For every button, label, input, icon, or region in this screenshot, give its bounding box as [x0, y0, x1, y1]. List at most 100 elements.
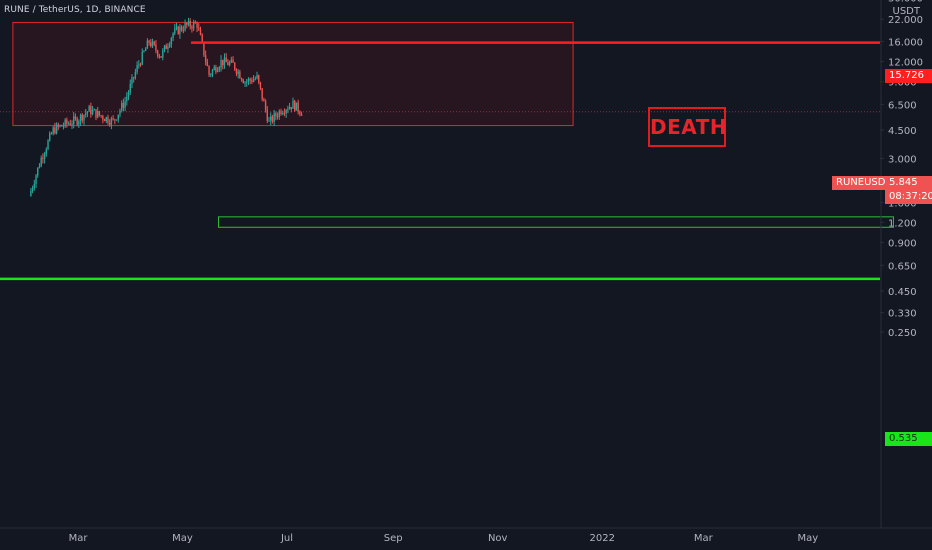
candle-body [69, 123, 71, 125]
candle-body [50, 133, 53, 135]
candle-body [150, 42, 152, 47]
candle-body [81, 114, 83, 121]
candle-body [196, 23, 198, 28]
candle-body [247, 78, 250, 82]
candle-body [37, 167, 39, 176]
candle-body [263, 99, 265, 102]
candle-body [297, 102, 299, 112]
candle-body [182, 30, 185, 32]
candle-body [163, 45, 166, 51]
candle-body [54, 127, 56, 134]
candle-body [287, 109, 289, 111]
candle-body [35, 175, 37, 185]
candle-body [276, 116, 279, 118]
candle-body [141, 51, 143, 65]
candle-body [299, 111, 301, 115]
candle-body [124, 101, 126, 108]
y-tick-label: 16.000 [888, 37, 923, 48]
y-tick-label: 0.450 [888, 287, 917, 298]
candle-body [198, 27, 200, 29]
candle-body [218, 67, 221, 71]
candle-body [108, 122, 111, 125]
zones [12, 21, 894, 228]
candle-body [33, 184, 36, 188]
candle-body [162, 50, 164, 58]
candle-body [184, 23, 186, 31]
candle-body [246, 81, 248, 83]
candle-body [98, 111, 101, 116]
candle-body [280, 110, 282, 114]
y-tick-label: 0.900 [888, 239, 917, 250]
candle-body [278, 110, 280, 117]
candle-body [43, 154, 46, 159]
candle-body [79, 114, 82, 122]
candle-body [131, 77, 133, 85]
candle-body [285, 110, 287, 114]
candle-body [115, 119, 118, 121]
candle-body [254, 78, 257, 80]
x-tick-label: Sep [384, 533, 403, 544]
candle-body [282, 113, 284, 115]
candle-body [100, 115, 102, 117]
resistance-price-tag: 15.726 [885, 69, 932, 83]
candle-body [120, 103, 123, 111]
candle-body [273, 113, 275, 122]
candle-body [235, 69, 238, 74]
candle-body [222, 59, 224, 66]
y-tick-label: 1.200 [888, 218, 917, 229]
countdown-tag: 08:37:20 [885, 190, 932, 204]
candle-body [91, 110, 94, 115]
candle-body [175, 26, 178, 29]
candle-body [216, 70, 219, 72]
candle-body [40, 157, 42, 167]
candle-body [114, 119, 116, 121]
death-label: DEATH [648, 107, 727, 147]
candle-body [83, 114, 85, 121]
candle-body [179, 26, 181, 35]
candle-body [153, 41, 155, 45]
candle-body [292, 100, 294, 109]
candle-body [138, 64, 140, 66]
candle-body [232, 59, 234, 63]
candles [30, 17, 303, 197]
candle-body [158, 55, 161, 57]
candle-body [256, 75, 258, 79]
candle-body [47, 140, 49, 150]
candle-body [55, 124, 58, 134]
candle-body [129, 84, 131, 93]
support-price-tag: 0.535 [885, 432, 932, 446]
candle-body [64, 119, 66, 126]
x-tick-label: Mar [694, 533, 714, 544]
candle-body [38, 166, 41, 168]
candle-body [45, 149, 48, 155]
x-tick-label: May [797, 533, 818, 544]
candle-body [295, 102, 298, 111]
candle-body [189, 20, 191, 27]
candle-body [132, 77, 135, 79]
candle-body [62, 125, 65, 127]
y-tick-label: 6.500 [888, 100, 917, 111]
candle-body [144, 48, 147, 51]
candle-body [155, 44, 157, 51]
candle-body [213, 67, 215, 70]
candle-body [227, 62, 229, 66]
candle-body [103, 119, 106, 122]
candle-body [59, 125, 61, 127]
candle-body [78, 121, 80, 125]
candle-body [86, 111, 89, 114]
candle-body [283, 113, 286, 115]
symbol-tag[interactable]: RUNEUSDT [832, 176, 896, 190]
y-tick-label: 0.330 [888, 309, 917, 320]
candle-body [170, 37, 173, 45]
y-tick-label: 0.250 [888, 328, 917, 339]
candle-body [194, 22, 197, 24]
candle-body [208, 65, 210, 75]
candle-body [117, 114, 119, 120]
candle-body [112, 118, 114, 120]
candle-body [223, 57, 226, 66]
candle-body [67, 123, 70, 125]
candle-body [187, 20, 190, 25]
y-tick-label: 3.000 [888, 154, 917, 165]
candle-body [270, 116, 272, 121]
